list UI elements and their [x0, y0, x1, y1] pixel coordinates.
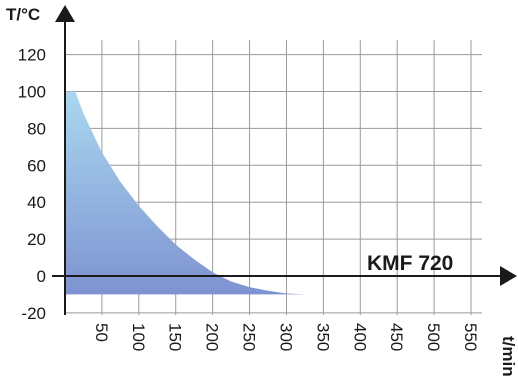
y-tick-label: 20 — [27, 230, 46, 249]
x-axis-arrow — [500, 266, 517, 286]
y-axis-label: T/°C — [6, 5, 40, 24]
x-tick-label: 250 — [240, 323, 259, 351]
y-tick-label: -20 — [21, 304, 46, 323]
y-tick-labels: -20 0 20 40 60 80 100 120 — [18, 46, 46, 323]
x-tick-label: 350 — [313, 323, 332, 351]
y-axis-arrow — [55, 5, 75, 22]
x-tick-label: 200 — [203, 323, 222, 351]
grid-lines — [65, 40, 482, 315]
y-tick-label: 80 — [27, 119, 46, 138]
y-tick-label: 100 — [18, 83, 46, 102]
x-tick-label: 150 — [166, 323, 185, 351]
y-tick-label: 40 — [27, 193, 46, 212]
y-tick-label: 60 — [27, 156, 46, 175]
y-tick-label: 120 — [18, 46, 46, 65]
y-tick-label: 0 — [37, 267, 46, 286]
x-tick-label: 400 — [350, 323, 369, 351]
x-tick-label: 550 — [461, 323, 480, 351]
x-tick-label: 300 — [277, 323, 296, 351]
x-axis-label: t/min — [499, 336, 518, 377]
x-tick-label: 50 — [92, 323, 111, 342]
x-tick-labels: 50 100 150 200 250 300 350 400 450 500 550 — [92, 323, 480, 351]
model-annotation: KMF 720 — [367, 252, 453, 275]
axes — [52, 5, 517, 315]
cooling-area — [65, 91, 305, 295]
x-tick-label: 100 — [129, 323, 148, 351]
x-tick-label: 500 — [424, 323, 443, 351]
x-tick-label: 450 — [387, 323, 406, 351]
